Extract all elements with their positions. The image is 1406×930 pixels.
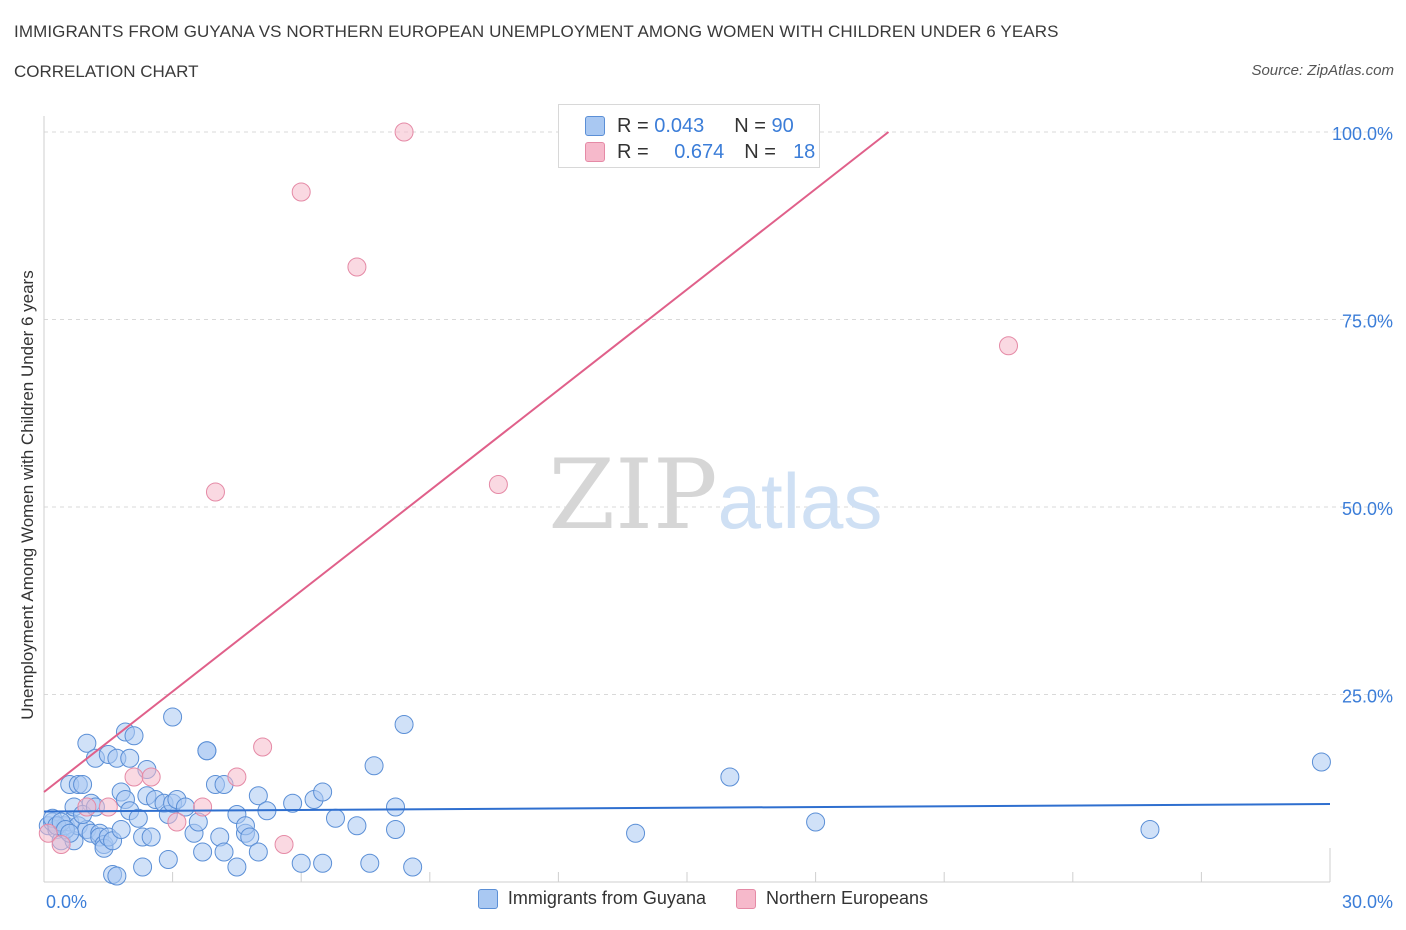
northern-point <box>141 767 161 787</box>
northern-trend-line <box>43 131 890 793</box>
guyana-point <box>360 853 380 873</box>
stats-row-northern: R = 0.674 N = 18 <box>585 139 815 165</box>
y-tick-label: 75.0% <box>1342 312 1393 332</box>
northern-point <box>98 797 118 817</box>
guyana-point <box>403 857 423 877</box>
guyana-point <box>626 823 646 843</box>
stats-n-label: N = <box>734 114 766 137</box>
stats-row-guyana: R = 0.043 N = 90 <box>585 113 794 139</box>
guyana-point <box>248 842 268 862</box>
guyana-point <box>227 857 247 877</box>
stats-r-label: R = <box>617 140 649 163</box>
stats-n-label: N = <box>744 140 776 163</box>
y-tick-label: 100.0% <box>1332 124 1393 144</box>
northern-point <box>227 767 247 787</box>
x-tick-label: 0.0% <box>46 892 87 912</box>
northern-point <box>38 823 58 843</box>
legend-item-northern[interactable]: Northern Europeans <box>735 888 929 909</box>
watermark-zip: ZIP <box>548 439 717 551</box>
guyana-point <box>128 808 148 828</box>
guyana-point <box>806 812 826 832</box>
y-tick-label: 50.0% <box>1342 499 1393 519</box>
y-tick-label: 25.0% <box>1342 687 1393 707</box>
guyana-point <box>214 842 234 862</box>
legend-item-guyana[interactable]: Immigrants from Guyana <box>477 888 706 909</box>
stats-n-value: 90 <box>771 114 794 137</box>
legend-swatch-northern <box>735 888 756 909</box>
northern-point <box>253 737 273 757</box>
guyana-point <box>193 842 213 862</box>
guyana-point <box>347 816 367 836</box>
northern-point <box>51 835 71 854</box>
guyana-point <box>313 782 333 802</box>
northern-point <box>77 797 97 817</box>
guyana-point <box>325 808 345 828</box>
guyana-point <box>394 715 414 734</box>
northern-point <box>347 257 367 277</box>
guyana-point <box>1311 752 1331 772</box>
northern-point <box>205 482 225 502</box>
stats-box: R = 0.043 N = 90 R = 0.674 N = 18 <box>558 104 820 168</box>
guyana-point <box>141 827 161 847</box>
guyana-point <box>107 866 127 886</box>
northern-point <box>167 812 187 832</box>
northern-point <box>999 336 1018 356</box>
guyana-point <box>73 775 93 794</box>
legend-label: Northern Europeans <box>765 888 929 908</box>
stats-r-label: R = <box>617 114 649 137</box>
y-axis-label: Unemployment Among Women with Children U… <box>18 270 37 720</box>
legend-label: Immigrants from Guyana <box>507 888 706 908</box>
guyana-point <box>197 741 217 761</box>
northern-point <box>291 182 311 202</box>
guyana-point <box>720 767 740 787</box>
x-tick-label: 30.0% <box>1342 892 1393 912</box>
chart-title: IMMIGRANTS FROM GUYANA VS NORTHERN EUROP… <box>14 22 1059 41</box>
northern-point <box>394 122 414 142</box>
guyana-point <box>124 726 144 746</box>
stats-swatch-guyana <box>585 116 605 136</box>
guyana-point <box>77 733 97 753</box>
guyana-trend-line <box>43 803 1331 813</box>
guyana-point <box>158 850 178 869</box>
guyana-point <box>313 853 333 873</box>
stats-r-value: 0.043 <box>654 114 705 137</box>
guyana-point <box>364 756 384 776</box>
guyana-point <box>1140 820 1160 839</box>
source-label: Source: ZipAtlas.com <box>1251 62 1394 79</box>
northern-point <box>124 767 144 787</box>
guyana-point <box>386 820 406 839</box>
chart-subtitle: CORRELATION CHART <box>14 62 199 81</box>
guyana-point <box>111 820 131 839</box>
stats-swatch-northern <box>585 142 605 162</box>
guyana-point <box>386 797 406 817</box>
legend: Immigrants from Guyana Northern European… <box>0 888 1406 909</box>
legend-swatch-guyana <box>477 888 498 909</box>
stats-n-value: 18 <box>793 140 816 163</box>
watermark-atlas: atlas <box>718 457 883 545</box>
northern-point <box>488 475 508 494</box>
northern-point <box>193 797 213 817</box>
guyana-point <box>133 857 153 877</box>
stats-r-value: 0.674 <box>674 140 725 163</box>
guyana-point <box>248 786 268 806</box>
guyana-point <box>120 748 140 768</box>
guyana-point <box>291 853 311 873</box>
northern-point <box>274 835 294 854</box>
guyana-point <box>283 793 303 813</box>
guyana-point <box>240 827 260 847</box>
guyana-point <box>163 707 183 727</box>
